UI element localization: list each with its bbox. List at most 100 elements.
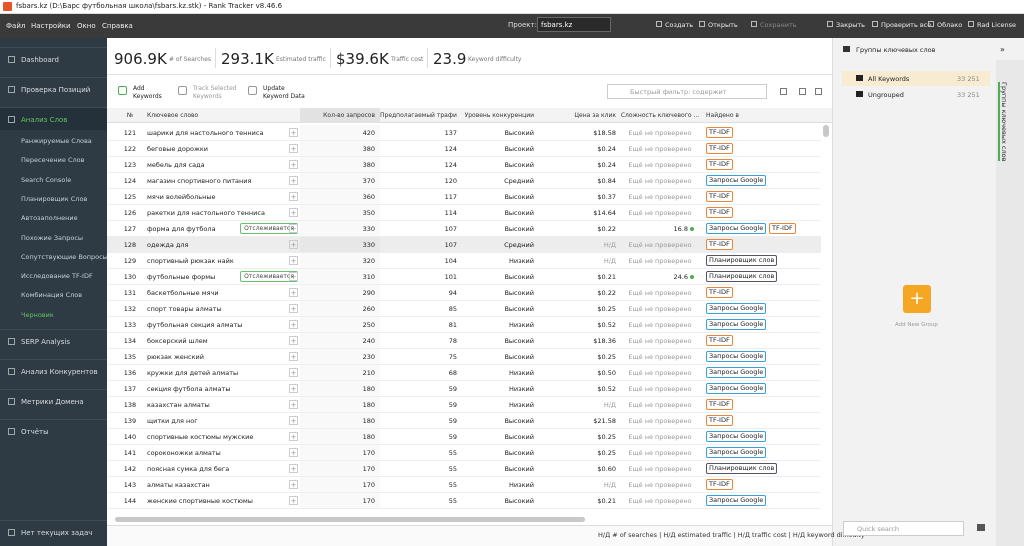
add-button[interactable]: + (289, 192, 298, 201)
add-button[interactable]: + (289, 352, 298, 361)
toolbar-button[interactable]: Закрыть (836, 21, 865, 29)
sidebar-subitem[interactable]: Исследование TF-IDF (21, 272, 93, 281)
table-row[interactable] (107, 397, 821, 413)
table-row[interactable] (107, 349, 821, 365)
column-header[interactable]: Цена за клик (574, 112, 616, 119)
add-button[interactable]: + (289, 160, 298, 169)
menu-item[interactable]: Файл (6, 22, 26, 30)
table-row[interactable] (107, 333, 821, 349)
table-row[interactable] (107, 125, 821, 141)
table-row[interactable] (107, 461, 821, 477)
vertical-scrollbar[interactable] (823, 125, 829, 137)
action-label[interactable]: Add (133, 85, 145, 92)
table-row[interactable] (107, 157, 821, 173)
action-label[interactable]: Track Selected (193, 85, 237, 92)
table-row[interactable] (107, 237, 821, 253)
action-label[interactable]: Keyword Data (263, 93, 305, 100)
table-row[interactable] (107, 413, 821, 429)
sidebar-item[interactable]: Анализ Слов (21, 116, 68, 124)
column-header[interactable]: Сложность ключевого ... (620, 112, 700, 119)
sidebar-subitem[interactable]: Search Console (21, 175, 72, 184)
column-header[interactable]: Предполагаемый трафик (380, 112, 457, 119)
column-header[interactable]: Уровень конкуренции (464, 112, 534, 119)
add-button[interactable]: + (289, 208, 298, 217)
add-button[interactable]: + (289, 304, 298, 313)
sidebar-subitem[interactable]: Комбинация Слов (21, 291, 83, 300)
table-row[interactable] (107, 253, 821, 269)
table-row[interactable] (107, 205, 821, 221)
table-row[interactable] (107, 141, 821, 157)
add-button[interactable]: + (289, 384, 298, 393)
sidebar-item[interactable]: Отчёты (21, 428, 49, 436)
add-button[interactable]: + (289, 288, 298, 297)
add-button[interactable]: + (289, 320, 298, 329)
table-row[interactable] (107, 285, 821, 301)
view-icon[interactable] (815, 88, 822, 95)
sidebar-item[interactable]: Нет текущих задач (21, 529, 93, 537)
table-row[interactable] (107, 189, 821, 205)
sidebar-item[interactable]: Анализ Конкурентов (21, 368, 98, 376)
sidebar-subitem[interactable]: Пересечение Слов (21, 156, 85, 165)
toolbar-button[interactable]: Проверить все (881, 21, 932, 29)
table-row[interactable] (107, 445, 821, 461)
action-label[interactable]: Keywords (193, 93, 222, 100)
column-header[interactable]: Кол-во запросов (323, 112, 375, 119)
sidebar-subitem[interactable]: Ранжируемые Слова (21, 137, 92, 145)
toolbar-button[interactable]: Открыть (708, 21, 738, 29)
view-icon[interactable] (799, 88, 806, 95)
sidebar-item[interactable]: Проверка Позиций (21, 86, 91, 94)
folder-button[interactable] (977, 524, 985, 531)
add-button[interactable]: + (289, 256, 298, 265)
view-icon[interactable] (780, 88, 787, 95)
toolbar-button[interactable]: Rad License (977, 21, 1017, 29)
add-button[interactable]: + (289, 368, 298, 377)
add-button[interactable]: + (289, 432, 298, 441)
add-button[interactable]: + (289, 480, 298, 489)
add-button[interactable]: + (289, 448, 298, 457)
sidebar-item[interactable]: Dashboard (21, 56, 59, 64)
column-header[interactable]: Ключевое слово (147, 112, 199, 119)
add-group-label[interactable]: Add New Group (895, 322, 938, 328)
horizontal-scrollbar[interactable] (115, 517, 585, 522)
side-tab[interactable]: Группы ключевых слов (998, 82, 1008, 162)
add-button[interactable]: + (289, 416, 298, 425)
add-button[interactable]: + (289, 128, 298, 137)
table-row[interactable] (107, 381, 821, 397)
add-button[interactable]: + (289, 496, 298, 505)
add-button[interactable]: + (289, 336, 298, 345)
add-button[interactable]: + (289, 176, 298, 185)
sidebar-subitem[interactable]: Автозаполнение (21, 214, 78, 223)
add-button[interactable]: + (289, 400, 298, 409)
action-label[interactable]: Update (263, 85, 285, 92)
search-box[interactable] (843, 521, 964, 536)
menu-item[interactable]: Справка (102, 22, 133, 30)
filter-box[interactable] (607, 84, 767, 99)
add-group-icon[interactable]: + (903, 285, 931, 313)
toolbar-button[interactable]: Облако (937, 21, 963, 29)
sidebar-item[interactable]: Метрики Домена (21, 398, 84, 406)
collapse-arrow[interactable]: » (1000, 45, 1005, 54)
sidebar-item[interactable]: SERP Analysis (21, 338, 71, 346)
table-row[interactable] (107, 493, 821, 509)
add-button[interactable]: + (289, 272, 298, 281)
column-header[interactable]: № (126, 112, 134, 119)
sidebar-subitem[interactable]: Планировщик Слов (21, 194, 88, 203)
action-label[interactable]: Keywords (133, 93, 162, 100)
add-button[interactable]: + (289, 240, 298, 249)
sidebar-subitem[interactable]: Похожие Запросы (21, 233, 84, 242)
add-button[interactable]: + (289, 224, 298, 233)
table-row[interactable] (107, 365, 821, 381)
table-row[interactable] (107, 301, 821, 317)
table-row[interactable] (107, 173, 821, 189)
menu-item[interactable]: Окно (77, 22, 96, 30)
sidebar-subitem[interactable]: Черновик (21, 310, 54, 319)
sidebar-subitem[interactable]: Сопутствующие Вопросы (21, 252, 108, 261)
add-button[interactable]: + (289, 464, 298, 473)
group-name[interactable]: Ungrouped (868, 91, 904, 99)
column-header[interactable]: Найдено в (706, 112, 739, 119)
menu-item[interactable]: Настройки (31, 22, 71, 30)
toolbar-button[interactable]: Сохранить (760, 21, 797, 29)
add-button[interactable]: + (289, 144, 298, 153)
table-row[interactable] (107, 477, 821, 493)
table-row[interactable] (107, 429, 821, 445)
